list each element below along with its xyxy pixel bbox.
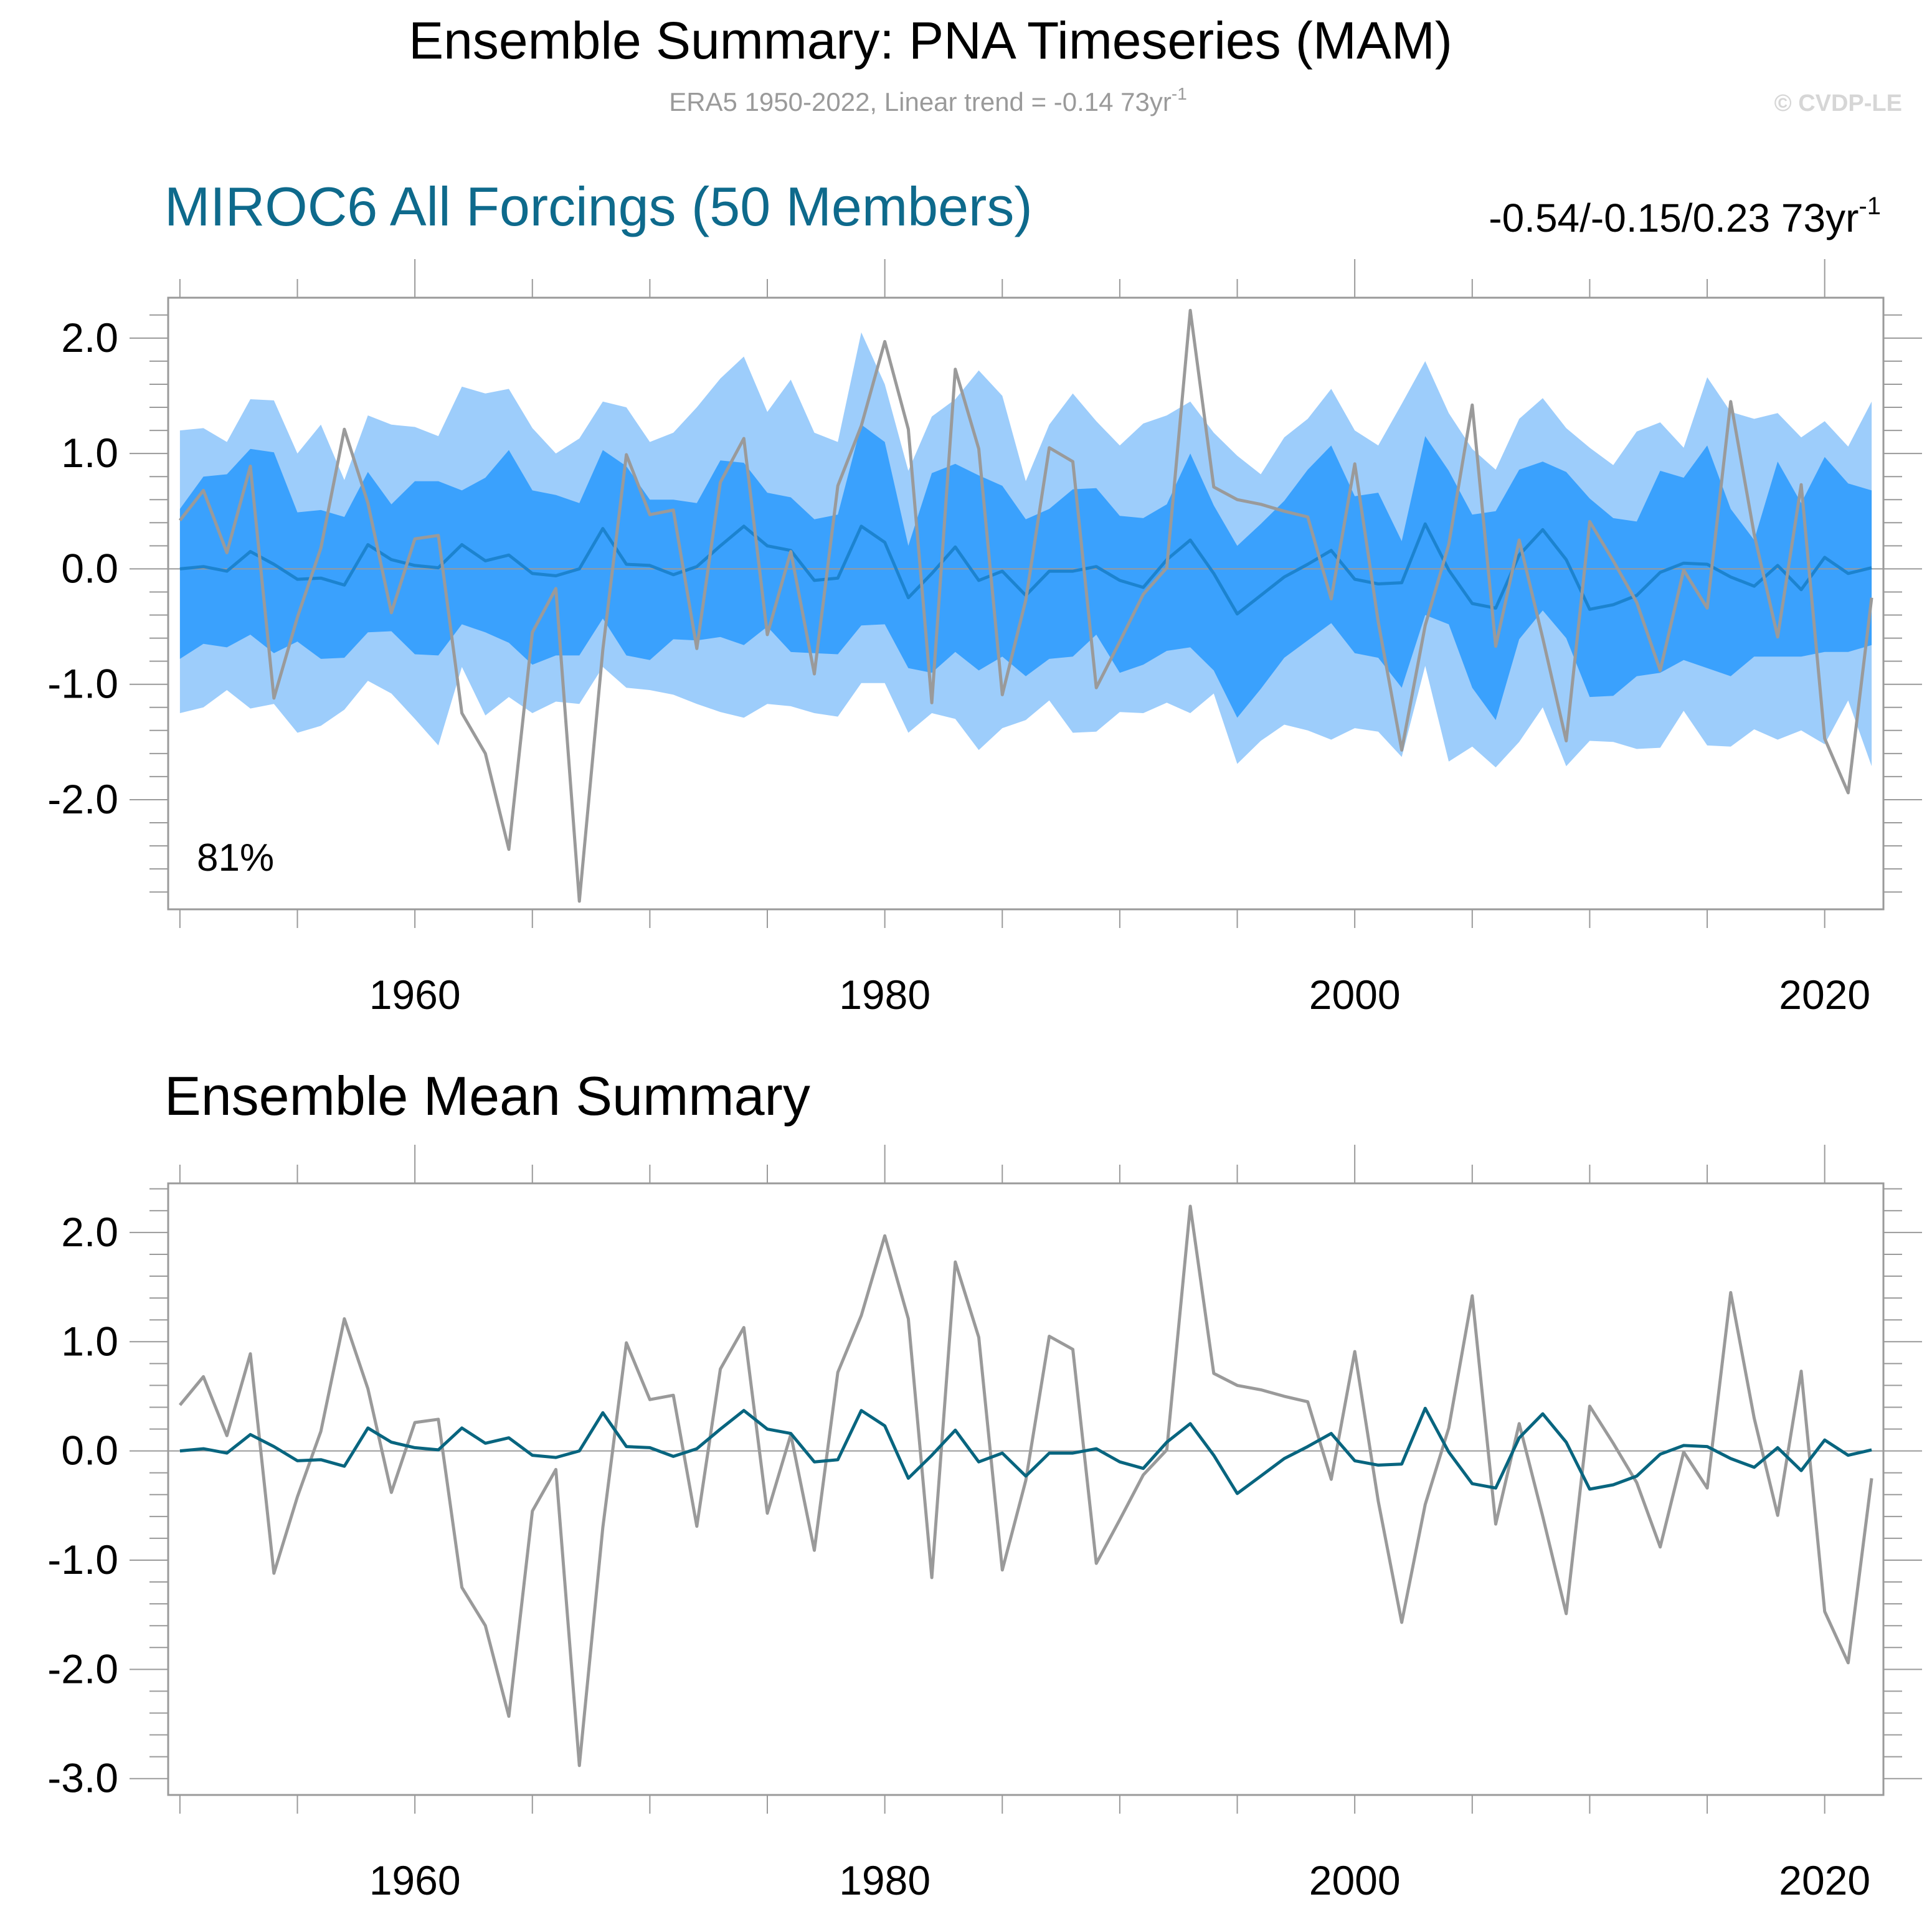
panel2-ensemble-mean-line bbox=[179, 1406, 1872, 1495]
panel2-observed-line bbox=[178, 1205, 1873, 1768]
copyright-label: © CVDP-LE bbox=[1774, 90, 1902, 116]
panel2-frame bbox=[167, 1182, 1885, 1796]
panel1-ticks bbox=[130, 259, 1922, 928]
panel1-xtick-label-1960: 1960 bbox=[369, 972, 461, 1018]
panel2-ytick-label--3.0: -3.0 bbox=[47, 1755, 118, 1801]
figure-subtitle-main: ERA5 1950-2022, Linear trend = -0.14 73y… bbox=[669, 87, 1172, 116]
panel1-percent-annotation: 81% bbox=[197, 836, 274, 879]
panel2-title: Ensemble Mean Summary bbox=[164, 1065, 810, 1127]
panel2-ytick-label--1.0: -1.0 bbox=[47, 1536, 118, 1583]
figure-subtitle-sup: -1 bbox=[1172, 84, 1187, 103]
panel1-title: MIROC6 All Forcings (50 Members) bbox=[164, 176, 1033, 237]
panel2-xtick-label-2000: 2000 bbox=[1309, 1857, 1401, 1903]
panel1-xtick-label-2020: 2020 bbox=[1779, 972, 1870, 1018]
panel1-ytick-label--1.0: -1.0 bbox=[47, 661, 118, 707]
panel1-ytick-label-0.0: 0.0 bbox=[61, 545, 118, 591]
panel1-observed-line bbox=[178, 308, 1873, 903]
panel1-xtick-label-1980: 1980 bbox=[839, 972, 930, 1018]
panel2-ytick-label-2.0: 2.0 bbox=[61, 1209, 118, 1255]
panel1-inner-band bbox=[179, 424, 1872, 721]
panel2-ytick-label--2.0: -2.0 bbox=[47, 1645, 118, 1692]
panel1-frame bbox=[167, 296, 1885, 911]
panel2-xtick-label-1980: 1980 bbox=[839, 1857, 930, 1903]
panel2-ticks bbox=[130, 1145, 1922, 1814]
panel1-chart: 2.0 1.0 0.0 -1.0 -2.0 1960 1980 2000 2020 81% bbox=[47, 259, 1922, 1018]
panel1-trend: -0.54/-0.15/0.23 73yr-1 bbox=[1489, 192, 1881, 240]
panel1-trend-main: -0.54/-0.15/0.23 73yr bbox=[1489, 196, 1859, 240]
panel1-ytick-label--2.0: -2.0 bbox=[47, 776, 118, 822]
figure-subtitle: ERA5 1950-2022, Linear trend = -0.14 73y… bbox=[669, 84, 1187, 116]
panel2-xtick-label-1960: 1960 bbox=[369, 1857, 461, 1903]
panel1-ytick-label-1.0: 1.0 bbox=[61, 430, 118, 476]
figure-title: Ensemble Summary: PNA Timeseries (MAM) bbox=[409, 11, 1452, 70]
panel1-trend-sup: -1 bbox=[1859, 192, 1881, 220]
panel1-xtick-label-2000: 2000 bbox=[1309, 972, 1401, 1018]
panel2-ytick-label-0.0: 0.0 bbox=[61, 1427, 118, 1474]
panel2-ytick-label-1.0: 1.0 bbox=[61, 1318, 118, 1364]
panel1-ytick-label-2.0: 2.0 bbox=[61, 315, 118, 361]
panel2-xtick-label-2020: 2020 bbox=[1779, 1857, 1870, 1903]
panel2-chart: 2.0 1.0 0.0 -1.0 -2.0 -3.0 1960 1980 2000 2020 bbox=[47, 1145, 1922, 1903]
